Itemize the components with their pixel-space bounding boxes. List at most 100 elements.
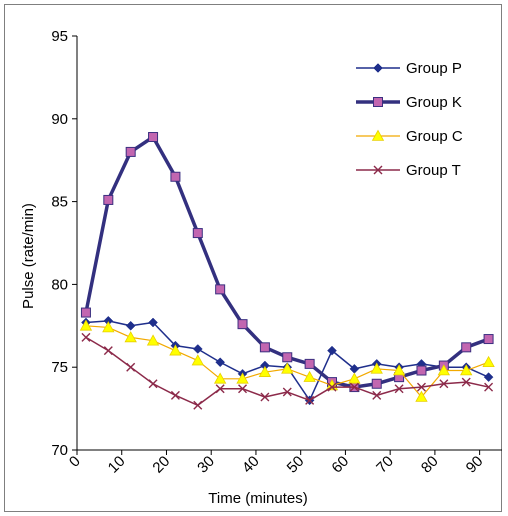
x-marker-stroke (282, 387, 292, 397)
x-marker-stroke (103, 346, 113, 356)
data-point-group-c (437, 364, 451, 376)
y-tick-label: 85 (51, 194, 68, 211)
data-point-group-p (483, 372, 494, 382)
x-tick-label: 80 (418, 453, 442, 477)
data-point-group-k (103, 194, 114, 205)
y-tick-label: 80 (51, 276, 68, 293)
data-point-group-c (281, 362, 294, 374)
data-point-group-t (81, 332, 91, 342)
data-point-group-c (102, 321, 115, 333)
x-marker-stroke (81, 332, 91, 342)
data-point-group-t (461, 377, 471, 387)
x-tick-label: 90 (463, 453, 487, 477)
x-tick-label: 60 (328, 453, 352, 477)
data-point-group-p (125, 320, 136, 331)
x-tick-label: 50 (284, 453, 308, 477)
x-marker-stroke (126, 362, 136, 372)
y-axis-label: Pulse (rate/min) (20, 203, 37, 309)
x-marker-stroke (170, 390, 180, 400)
x-tick-label: 0 (66, 453, 84, 471)
x-marker-stroke (349, 382, 359, 392)
data-point-group-k (259, 342, 270, 353)
x-marker-stroke (148, 379, 158, 389)
data-point-group-k (125, 146, 136, 157)
data-point-group-t (282, 387, 292, 397)
x-marker-stroke (193, 400, 203, 410)
data-point-group-c (392, 364, 406, 376)
x-tick-label: 20 (149, 453, 173, 477)
data-point-group-k (148, 132, 159, 143)
x-marker-stroke (394, 384, 404, 394)
data-point-group-c (79, 319, 93, 331)
data-point-group-t (484, 382, 494, 392)
data-point-group-t (416, 382, 426, 392)
series-group-c (79, 319, 495, 402)
data-point-group-k (416, 365, 427, 376)
data-point-group-k (192, 228, 203, 239)
legend-swatch-marker (373, 63, 383, 73)
data-point-group-t (126, 362, 136, 372)
x-marker-stroke (305, 395, 315, 405)
legend-label: Group T (406, 162, 461, 179)
data-point-group-c (303, 370, 316, 382)
data-point-group-c (124, 331, 137, 343)
data-point-group-t (439, 379, 449, 389)
data-point-group-t (327, 382, 337, 392)
data-point-group-t (215, 384, 225, 394)
x-tick-label: 70 (373, 453, 397, 477)
data-point-group-p (327, 345, 337, 356)
x-marker-stroke (215, 384, 225, 394)
data-point-group-c (191, 354, 204, 366)
data-point-group-k (371, 378, 382, 389)
legend-swatch-marker (373, 97, 383, 107)
data-point-group-c (258, 365, 272, 377)
data-point-group-k (237, 319, 248, 330)
x-tick-label: 40 (239, 453, 263, 477)
x-marker-stroke (416, 382, 426, 392)
data-point-group-t (372, 390, 382, 400)
data-point-group-k (304, 358, 315, 369)
data-point-group-p (148, 317, 158, 328)
x-marker-stroke (439, 379, 449, 389)
data-point-group-k (215, 284, 226, 295)
data-point-group-c (415, 390, 428, 402)
data-point-group-t (305, 395, 315, 405)
data-point-group-t (238, 384, 248, 394)
data-point-group-t (103, 346, 113, 356)
legend-label: Group P (406, 60, 462, 77)
x-tick-label: 30 (194, 453, 218, 477)
legend-item-group-t: Group T (356, 162, 461, 179)
data-point-group-c (146, 334, 160, 346)
data-point-group-c (370, 362, 383, 374)
data-point-group-k (483, 334, 494, 345)
legend-item-group-k: Group K (356, 94, 462, 111)
data-point-group-k (170, 171, 181, 182)
data-point-group-c (169, 344, 182, 356)
data-point-group-t (148, 379, 158, 389)
data-point-group-c (482, 355, 495, 368)
legend-item-group-p: Group P (356, 60, 462, 77)
legend-label: Group K (406, 94, 462, 111)
y-tick-label: 75 (51, 359, 68, 376)
data-point-group-t (260, 392, 270, 402)
x-marker-stroke (260, 392, 270, 402)
data-point-group-t (349, 382, 359, 392)
legend-swatch-marker (373, 165, 383, 175)
data-point-group-k (282, 352, 293, 363)
data-point-group-c (213, 372, 227, 384)
data-point-group-c (348, 372, 361, 384)
y-tick-label: 70 (51, 442, 68, 459)
x-marker-stroke (327, 382, 337, 392)
data-point-group-t (170, 390, 180, 400)
data-point-group-c (460, 364, 473, 376)
data-point-group-k (80, 307, 91, 318)
data-point-group-p (192, 344, 203, 354)
data-point-group-t (193, 400, 203, 410)
x-marker-stroke (238, 384, 248, 394)
x-marker-stroke (461, 377, 471, 387)
legend-swatch-marker (371, 129, 385, 141)
plot-area (79, 132, 495, 410)
x-marker-stroke (373, 165, 383, 175)
series-group-t (81, 332, 494, 410)
x-axis-label: Time (minutes) (208, 490, 307, 507)
